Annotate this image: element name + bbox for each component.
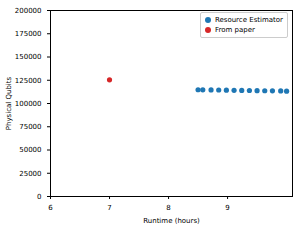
svg-text:150000: 150000 (15, 53, 42, 61)
svg-text:Physical Qubits: Physical Qubits (5, 76, 13, 130)
svg-text:200000: 200000 (15, 7, 42, 15)
svg-text:25000: 25000 (19, 169, 41, 177)
svg-text:125000: 125000 (15, 76, 42, 84)
svg-text:6: 6 (48, 204, 53, 212)
svg-text:7: 7 (107, 204, 111, 212)
svg-text:50000: 50000 (19, 146, 41, 154)
svg-text:175000: 175000 (15, 30, 42, 38)
svg-text:9: 9 (225, 204, 229, 212)
html-text:From paper: From paper (214, 26, 255, 34)
svg-text:8: 8 (166, 204, 170, 212)
svg-text:100000: 100000 (15, 100, 42, 108)
svg-text:Runtime (hours): Runtime (hours) (143, 217, 200, 225)
svg-text:75000: 75000 (19, 123, 41, 131)
html-text:Resource Estimator: Resource Estimator (214, 16, 283, 24)
svg-text:0: 0 (37, 193, 41, 201)
